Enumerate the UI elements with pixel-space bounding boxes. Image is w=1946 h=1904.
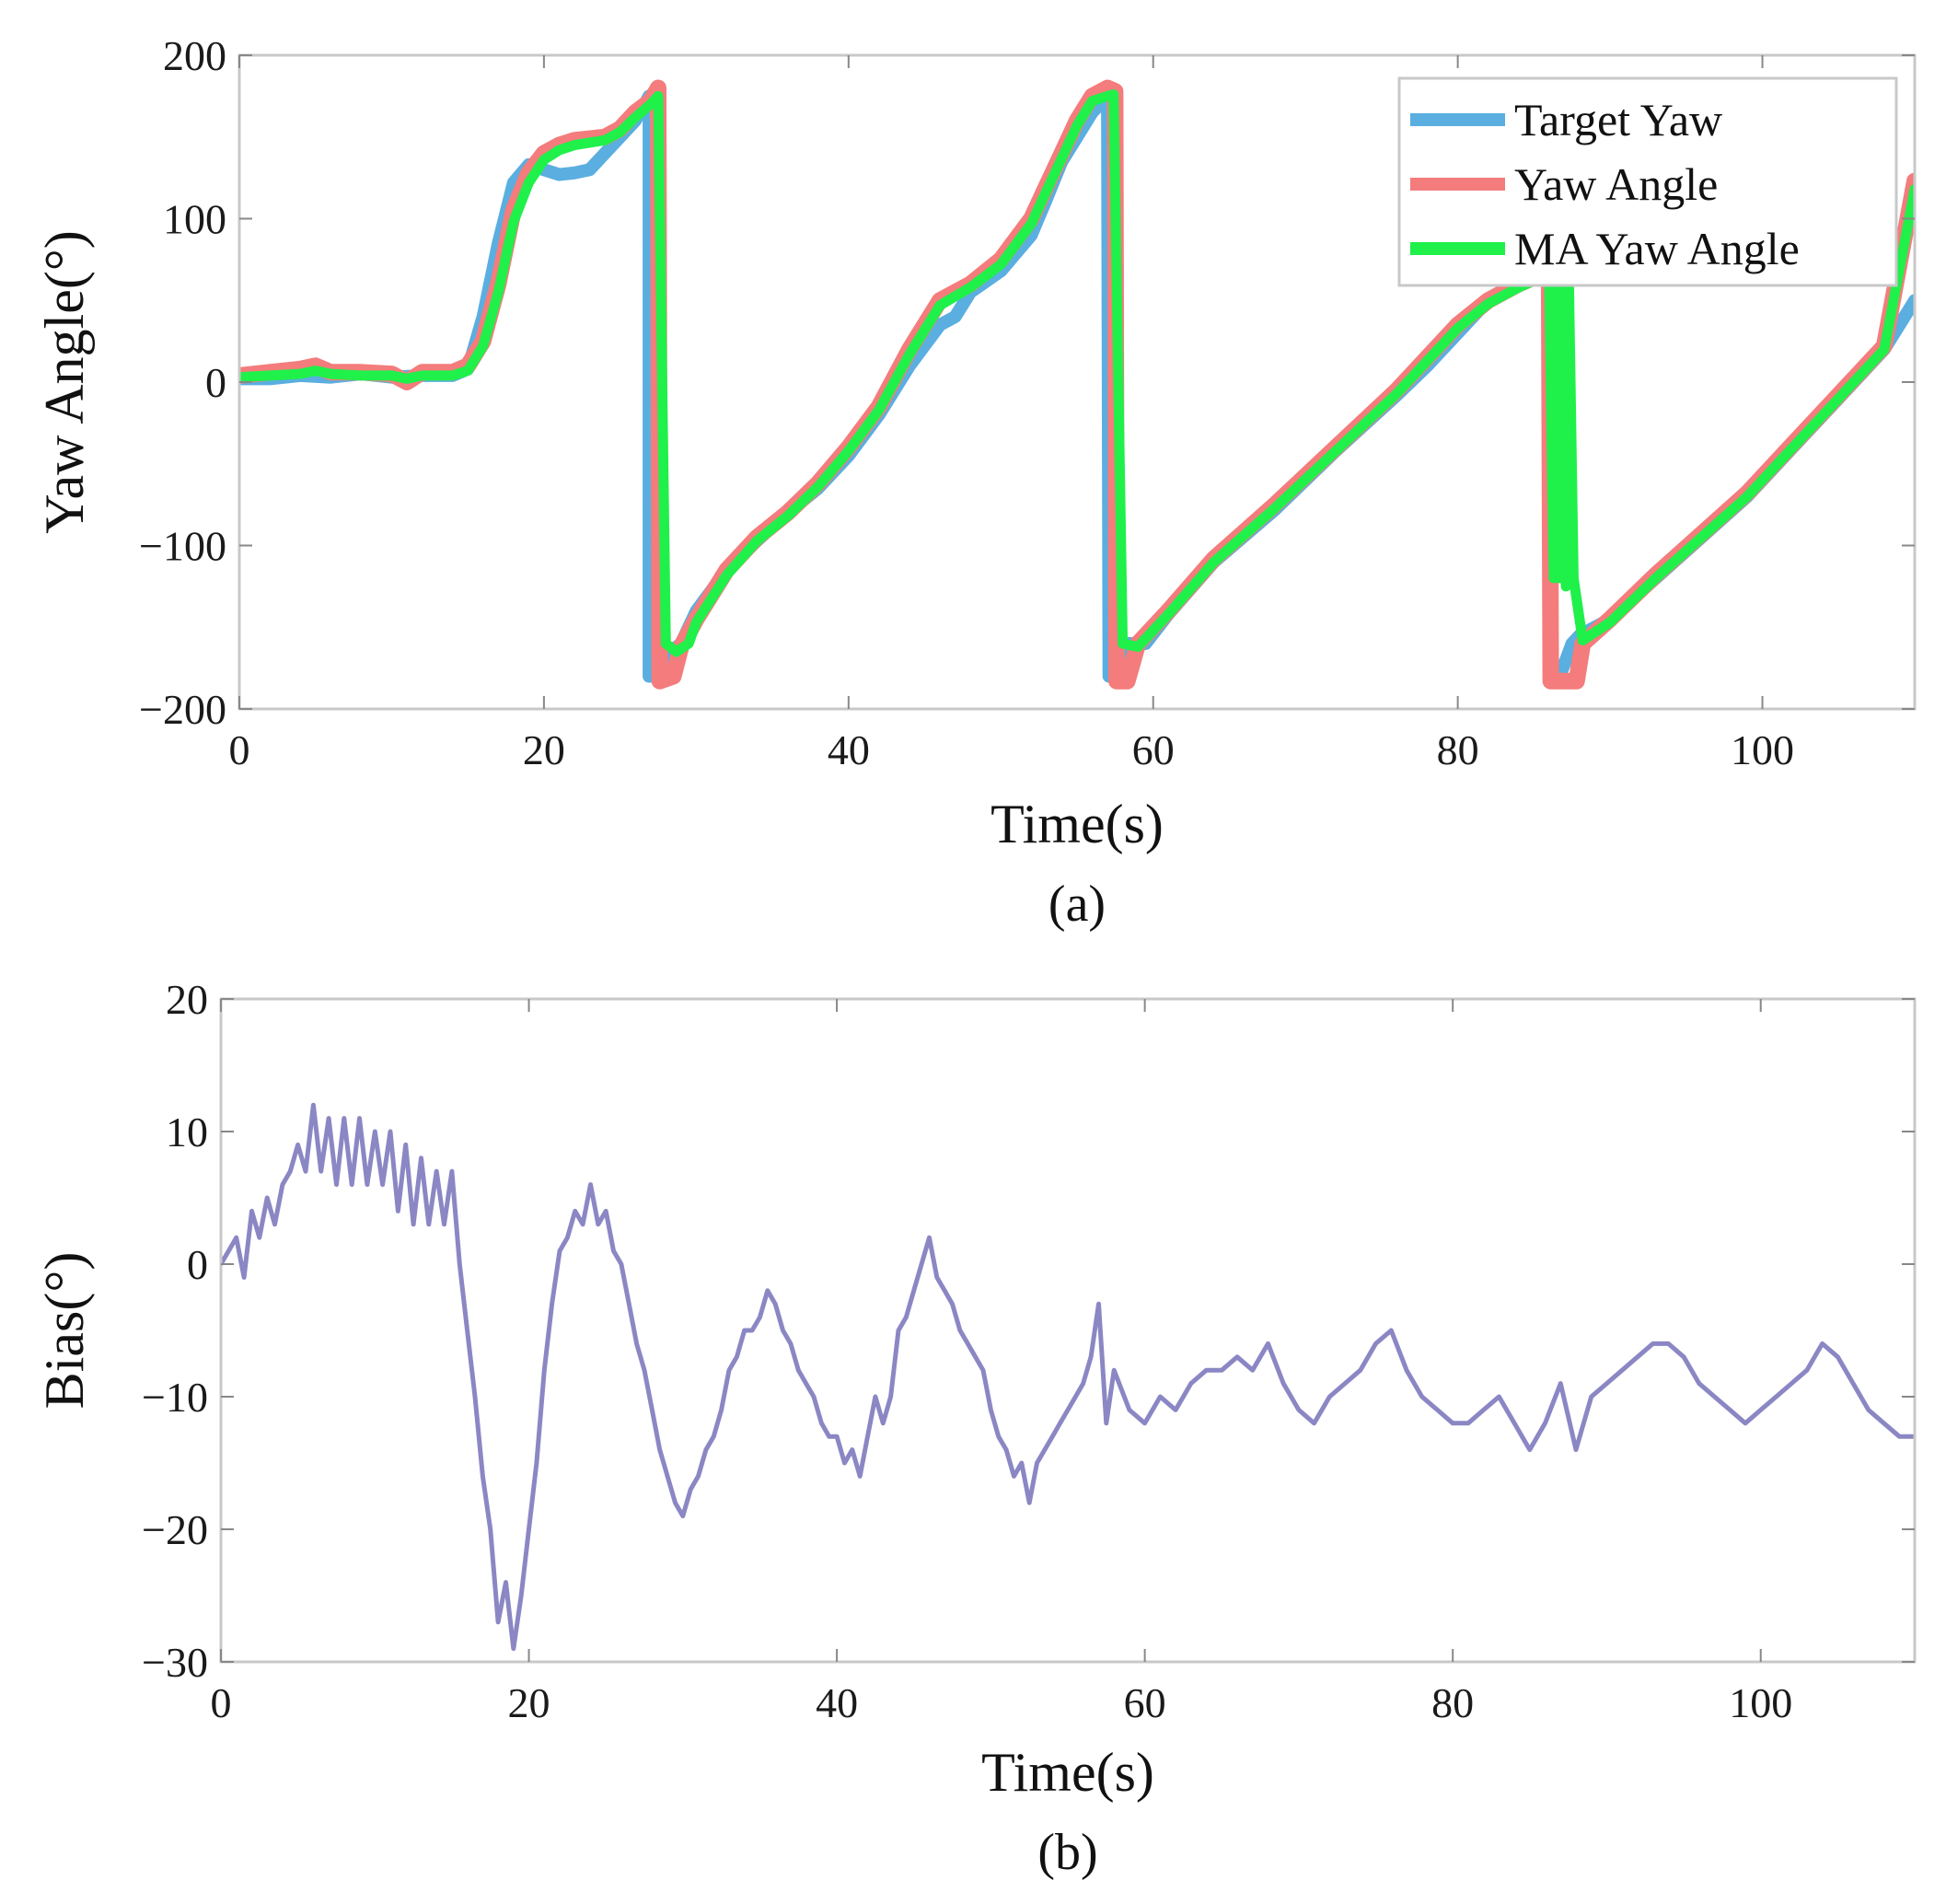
y-tick-label: −10 xyxy=(142,1374,208,1421)
x-tick-label: 100 xyxy=(1729,1679,1792,1726)
y-tick-label: 100 xyxy=(163,196,226,243)
x-tick-label: 60 xyxy=(1132,726,1175,773)
panel-b-axes-frame xyxy=(219,997,1917,1664)
x-tick-label: 60 xyxy=(1124,1679,1166,1726)
panel-a-legend: Target Yaw Yaw Angle MA Yaw Angle xyxy=(1397,76,1898,287)
legend-label-target-yaw: Target Yaw xyxy=(1514,94,1722,145)
panel-a-ticks: 0 20 40 60 80 100 200 100 0 −100 −200 xyxy=(139,32,1915,773)
y-tick-label: 10 xyxy=(166,1109,208,1155)
panel-a-x-axis-label: Time(s) xyxy=(990,794,1164,854)
x-tick-label: 80 xyxy=(1437,726,1479,773)
x-tick-label: 20 xyxy=(508,1679,550,1726)
x-tick-label: 0 xyxy=(229,726,250,773)
y-tick-label: 0 xyxy=(187,1241,208,1288)
y-tick-label: 200 xyxy=(163,32,226,79)
y-tick-label: −30 xyxy=(142,1639,208,1686)
y-tick-label: −100 xyxy=(139,523,226,570)
legend-label-ma-yaw-angle: MA Yaw Angle xyxy=(1514,223,1800,274)
panel-b-caption: (b) xyxy=(1037,1824,1097,1881)
legend-label-yaw-angle: Yaw Angle xyxy=(1514,158,1718,210)
panel-a-yaw-angle-chart: 0 20 40 60 80 100 200 100 0 −100 −200 Target Yaw Y… xyxy=(34,32,1917,933)
x-tick-label: 0 xyxy=(211,1679,232,1726)
y-tick-label: −20 xyxy=(142,1506,208,1553)
x-tick-label: 80 xyxy=(1431,1679,1474,1726)
panel-b-x-axis-label: Time(s) xyxy=(981,1742,1154,1803)
y-tick-label: 0 xyxy=(205,359,226,406)
panel-b-y-axis-label: Bias(°) xyxy=(34,1252,95,1410)
series-line-ma-yaw-angle xyxy=(239,89,1915,657)
x-tick-label: 20 xyxy=(523,726,565,773)
panel-b-data-lines xyxy=(221,1102,1915,1652)
x-tick-label: 100 xyxy=(1731,726,1794,773)
panel-a-caption: (a) xyxy=(1048,876,1106,933)
y-tick-label: −200 xyxy=(139,686,226,733)
x-tick-label: 40 xyxy=(816,1679,858,1726)
x-tick-label: 40 xyxy=(828,726,870,773)
panel-a-y-axis-label: Yaw Angle(°) xyxy=(34,230,95,534)
series-line-bias xyxy=(221,1102,1915,1652)
y-tick-label: 20 xyxy=(166,976,208,1023)
